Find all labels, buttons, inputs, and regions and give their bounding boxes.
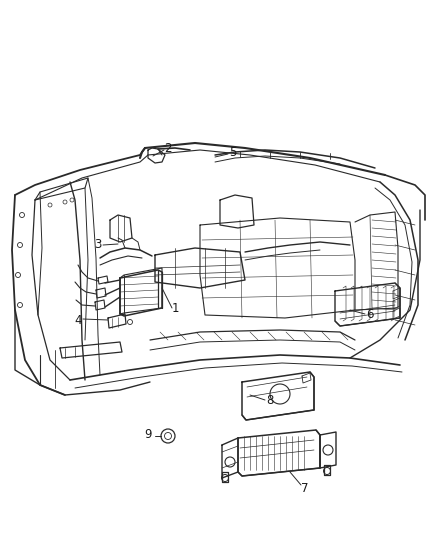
- Text: 2: 2: [164, 141, 172, 155]
- Text: 1: 1: [171, 302, 179, 314]
- Text: 6: 6: [366, 309, 374, 321]
- Text: 4: 4: [74, 313, 82, 327]
- Text: 3: 3: [94, 238, 102, 252]
- Text: 9: 9: [144, 429, 152, 441]
- Text: 8: 8: [266, 393, 274, 407]
- Text: 5: 5: [230, 146, 237, 158]
- Text: 7: 7: [301, 481, 309, 495]
